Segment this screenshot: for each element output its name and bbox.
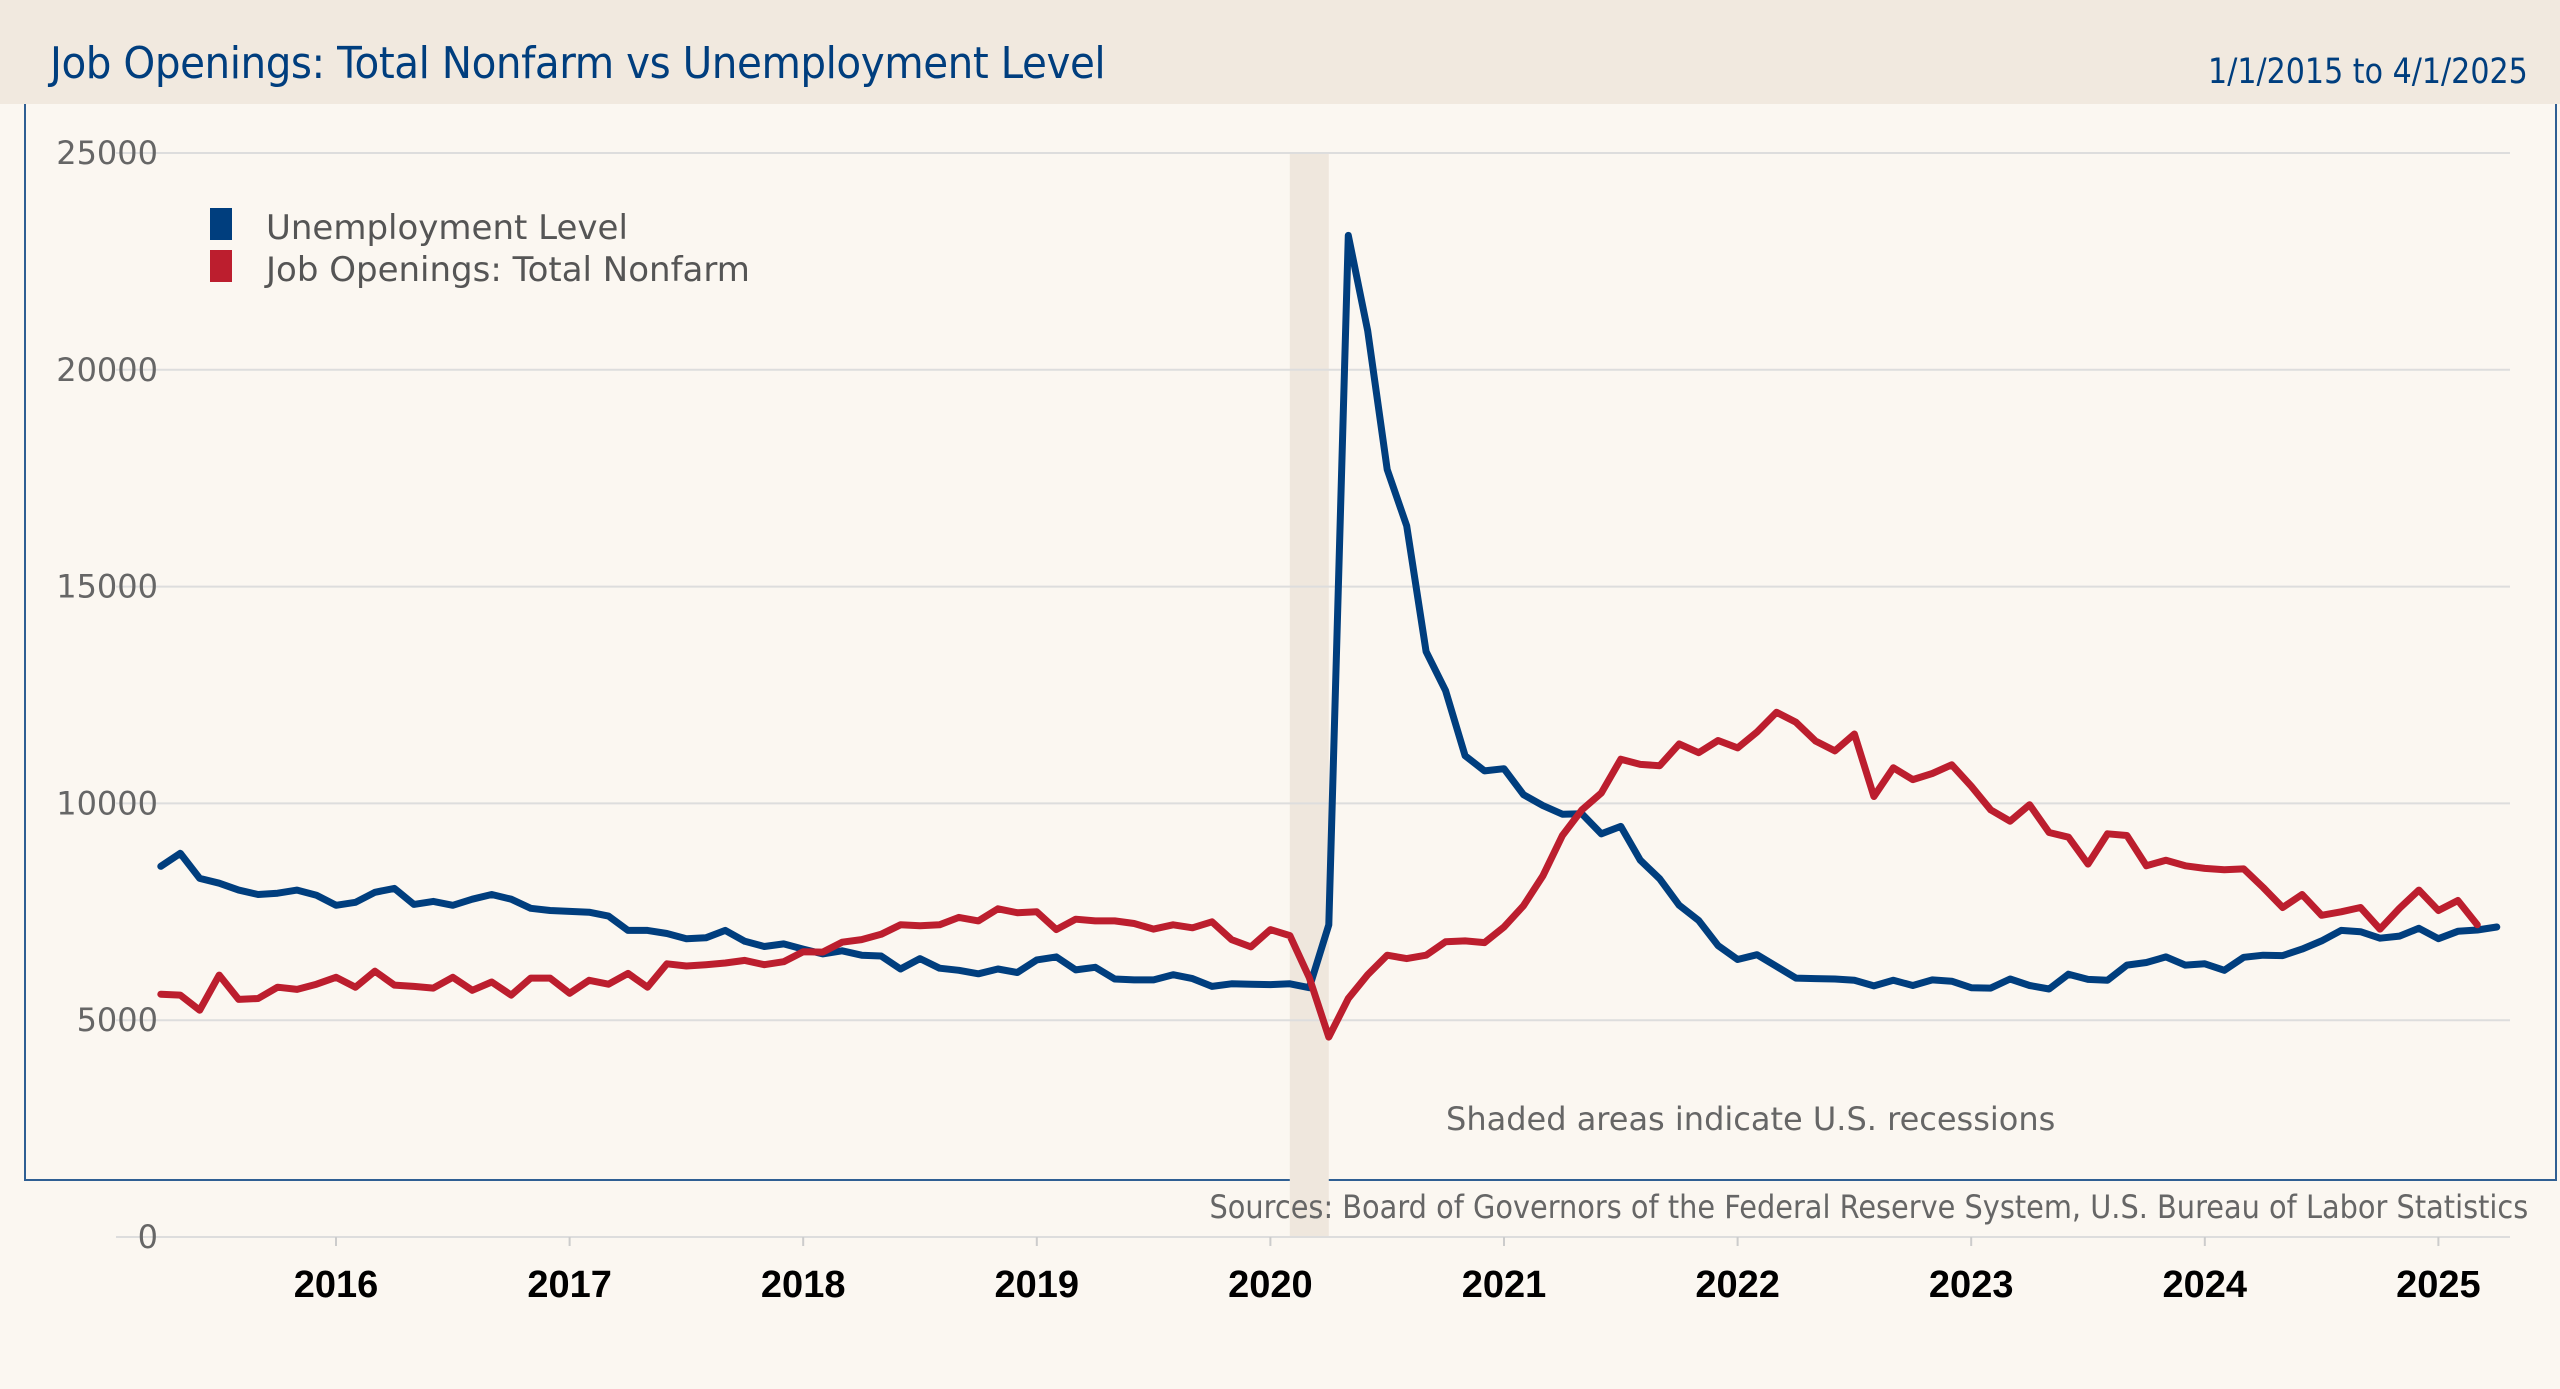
y-tick-label: 10000 [56, 784, 158, 822]
series-lines [157, 231, 2501, 1041]
y-tick-label: 15000 [56, 568, 158, 606]
date-range: 1/1/2015 to 4/1/2025 [2208, 52, 2528, 92]
y-tick-label: 5000 [77, 1001, 158, 1039]
series-line-job-openings [157, 708, 2481, 1041]
sources-note: Sources: Board of Governors of the Feder… [1209, 1188, 2528, 1226]
y-axis-ticks: 0 5000 10000 15000 20000 25000 [56, 134, 158, 1256]
chart-title: Job Openings: Total Nonfarm vs Unemploym… [50, 38, 1106, 89]
x-tick-label: 2024 [2163, 1264, 2248, 1306]
recession-band [1289, 153, 1329, 1237]
series-line-unemployment [157, 231, 2501, 993]
x-tick-label: 2025 [2396, 1264, 2481, 1306]
legend-label-unemployment: Unemployment Level [266, 208, 628, 248]
chart-header: Job Openings: Total Nonfarm vs Unemploym… [0, 0, 2560, 104]
legend: Unemployment Level Job Openings: Total N… [210, 208, 750, 290]
legend-swatch-unemployment [210, 208, 232, 240]
legend-label-job-openings: Job Openings: Total Nonfarm [264, 250, 750, 290]
x-tick-label: 2023 [1929, 1264, 2014, 1306]
legend-swatch-job-openings [210, 250, 232, 282]
x-tick-label: 2019 [995, 1264, 1080, 1306]
gridlines [116, 152, 2510, 1238]
x-tick-label: 2016 [294, 1264, 379, 1306]
x-tick-label: 2022 [1695, 1264, 1780, 1306]
x-axis-ticks: 2016 2017 2018 2019 2020 2021 2022 2023 2024 2025 [294, 1237, 2481, 1306]
y-tick-label: 20000 [56, 351, 158, 389]
recession-note: Shaded areas indicate U.S. recessions [1446, 1100, 2055, 1138]
x-tick-label: 2017 [527, 1264, 612, 1306]
x-tick-label: 2021 [1462, 1264, 1547, 1306]
y-tick-label: 25000 [56, 134, 158, 172]
x-tick-label: 2020 [1228, 1264, 1313, 1306]
x-tick-label: 2018 [761, 1264, 846, 1306]
y-tick-label: 0 [138, 1218, 158, 1256]
recession-shading-layer [1289, 153, 1329, 1237]
